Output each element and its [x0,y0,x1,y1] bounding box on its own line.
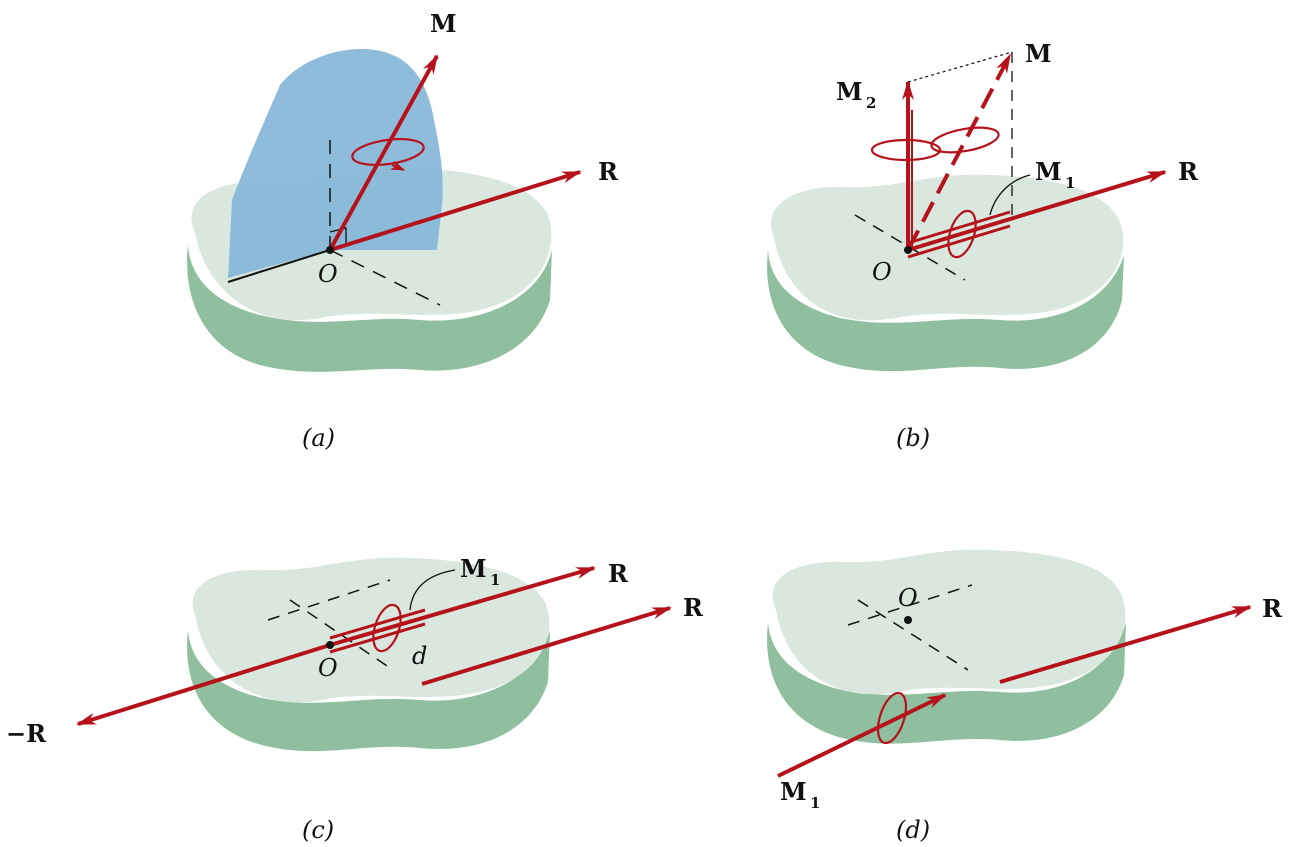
plate-side [187,630,550,752]
panel-a: M R O (a) [187,9,619,452]
resultant-force-arrow [329,170,582,252]
label-M1: M [460,554,487,583]
label-M2: M [836,77,863,106]
label-R-shifted: R [683,593,704,622]
resultant-force-arrow [907,170,1167,252]
label-M1-subscript: 1 [490,571,500,589]
plate-side [767,250,1124,372]
plate-side [767,622,1126,744]
label-R: R [1262,594,1283,623]
caption-c: (c) [302,816,334,844]
resultant-force-arrow-shifted [421,606,672,686]
label-O: O [318,654,338,682]
moment-plane [228,49,443,278]
label-O: O [318,260,338,288]
moment-vector-arrow [328,54,439,251]
label-R: R [1178,157,1199,186]
panel-d: O R M 1 (d) [767,549,1283,844]
plate-side [187,245,552,372]
caption-b: (b) [896,424,930,452]
caption-a: (a) [302,424,335,452]
wrench-axis-arrow [777,693,947,778]
panel-c: M 1 R R −R O d (c) [6,554,704,844]
moment-rotation-icon [870,138,942,162]
origin-point [326,246,334,254]
plate-top [772,549,1126,695]
label-M2-subscript: 2 [866,94,876,112]
label-M1-subscript: 1 [1065,174,1075,192]
label-O: O [898,584,918,612]
label-negative-R: −R [6,719,47,748]
moment-rotation-icon [947,209,977,259]
label-M: M [1025,39,1052,68]
plate-top [770,174,1124,321]
moment-rotation-icon [351,138,425,166]
origin-point [904,616,912,624]
origin-point [904,246,912,254]
negative-resultant-arrow [76,643,331,726]
label-M: M [430,9,457,38]
moment-rotation-icon [930,126,1000,154]
label-R-top: R [608,559,629,588]
label-R: R [598,157,619,186]
plate-top [192,557,550,703]
moment-rotation-icon [372,603,402,653]
label-d: d [412,642,427,670]
resultant-force-arrow [999,605,1252,684]
label-M1-subscript: 1 [810,794,820,812]
label-O: O [872,258,892,286]
label-M1: M [780,777,807,806]
origin-point [326,641,334,649]
caption-d: (d) [896,816,930,844]
panel-b: M M 2 M 1 R O (b) [767,39,1199,452]
label-M1: M [1035,157,1062,186]
moment-rotation-icon [876,691,908,745]
